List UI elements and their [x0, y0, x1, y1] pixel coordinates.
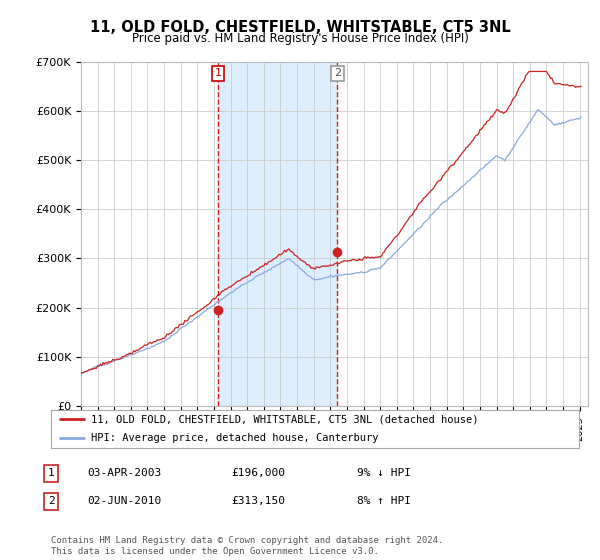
Text: £313,150: £313,150: [231, 496, 285, 506]
Text: 2: 2: [47, 496, 55, 506]
Text: 1: 1: [47, 468, 55, 478]
Bar: [218, 62, 337, 406]
Text: HPI: Average price, detached house, Canterbury: HPI: Average price, detached house, Cant…: [91, 433, 378, 444]
Text: Price paid vs. HM Land Registry's House Price Index (HPI): Price paid vs. HM Land Registry's House …: [131, 32, 469, 45]
Text: 1: 1: [215, 68, 221, 78]
Text: 03-APR-2003: 03-APR-2003: [87, 468, 161, 478]
Text: £196,000: £196,000: [231, 468, 285, 478]
Text: 11, OLD FOLD, CHESTFIELD, WHITSTABLE, CT5 3NL: 11, OLD FOLD, CHESTFIELD, WHITSTABLE, CT…: [89, 20, 511, 35]
Text: 02-JUN-2010: 02-JUN-2010: [87, 496, 161, 506]
Text: 2: 2: [334, 68, 341, 78]
Text: 11, OLD FOLD, CHESTFIELD, WHITSTABLE, CT5 3NL (detached house): 11, OLD FOLD, CHESTFIELD, WHITSTABLE, CT…: [91, 414, 478, 424]
Text: Contains HM Land Registry data © Crown copyright and database right 2024.
This d: Contains HM Land Registry data © Crown c…: [51, 536, 443, 556]
Text: 8% ↑ HPI: 8% ↑ HPI: [357, 496, 411, 506]
Text: 9% ↓ HPI: 9% ↓ HPI: [357, 468, 411, 478]
